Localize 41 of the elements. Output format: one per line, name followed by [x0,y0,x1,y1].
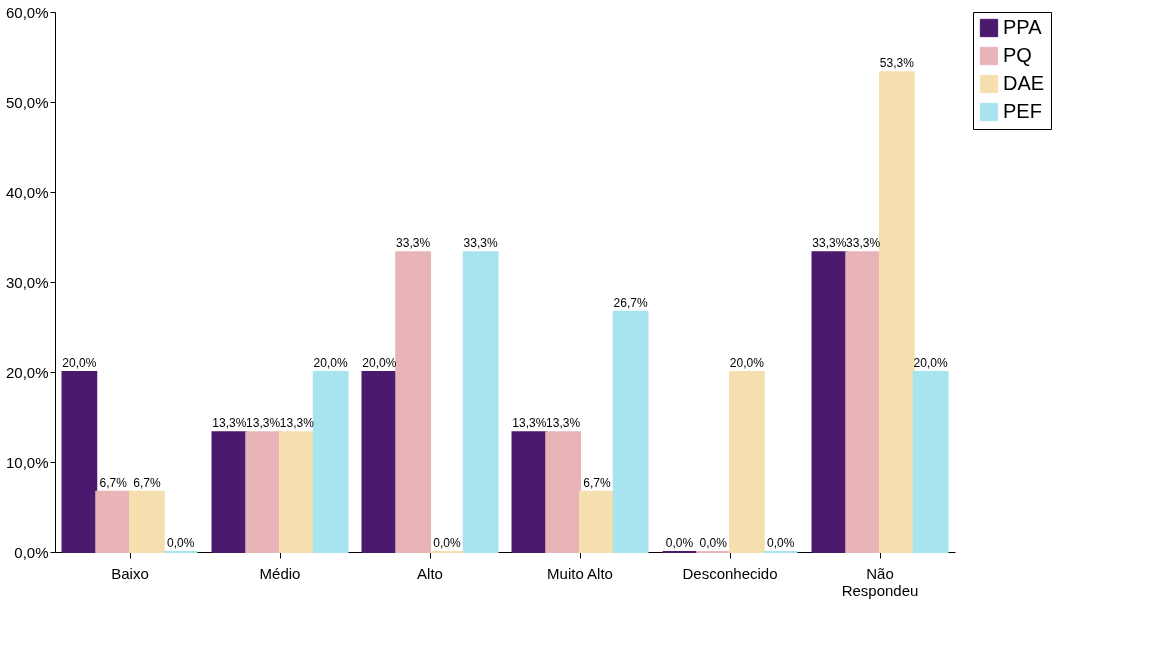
legend-label: PQ [1003,44,1032,66]
data-label: 0,0% [665,536,694,550]
y-tick-label: 60,0% [5,3,49,21]
data-label: 0,0% [166,536,195,550]
data-label: 13,3% [246,416,281,431]
data-label: 0,0% [766,536,795,550]
data-label: 53,3% [879,56,915,71]
data-label: 13,3% [212,416,247,431]
data-label: 6,7% [99,475,128,490]
data-label: 33,3% [812,236,847,251]
x-tick-label: Muito Alto [547,564,613,582]
y-tick-label: 50,0% [5,93,49,111]
data-label: 13,3% [279,416,315,431]
data-label: 0,0% [433,536,461,550]
x-tick-label: Baixo [111,564,149,582]
x-tick-label: Alto [417,564,443,582]
y-tick-label: 40,0% [5,183,49,201]
data-label: 33,3% [396,236,431,251]
data-label: 20,0% [729,356,765,370]
x-tick-label: Desconhecido [682,564,778,582]
data-label: 6,7% [133,475,161,490]
data-label: 33,3% [846,236,881,251]
y-tick-label: 20,0% [5,363,49,381]
data-label: 20,0% [62,356,97,370]
legend-label: PEF [1003,100,1042,122]
data-label: 20,0% [362,356,397,370]
legend-label: PPA [1003,16,1043,38]
data-label: 26,7% [613,295,648,310]
data-label: 0,0% [699,536,728,550]
y-tick-label: 10,0% [5,453,49,471]
x-tick-label: Não Respondeu [841,564,919,599]
data-label: 33,3% [463,236,498,251]
data-label: 13,3% [546,416,581,431]
x-tick-label: Médio [259,564,301,582]
data-label: 20,0% [313,356,348,370]
legend-label: DAE [1003,72,1045,94]
data-label: 20,0% [913,356,948,370]
data-label: 13,3% [512,416,547,431]
y-tick-label: 30,0% [5,273,49,291]
data-label: 6,7% [583,475,611,490]
y-tick-label: 0,0% [14,543,49,561]
